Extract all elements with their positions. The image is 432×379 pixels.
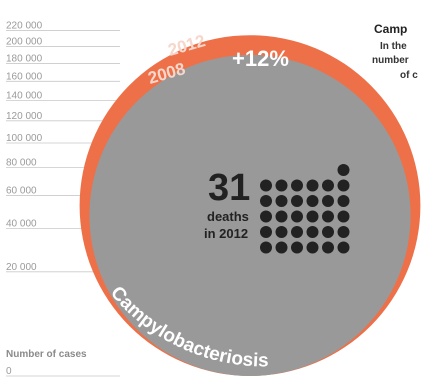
death-dot [275,195,288,207]
death-dot [291,226,303,238]
death-dot [291,210,303,223]
death-dot [291,241,303,254]
death-dot [260,226,272,238]
death-dot [337,226,350,238]
tick-label: 220 000 [6,20,43,31]
death-dot [306,210,319,223]
y-axis: 0 20 000 40 000 60 000 80 000 100 000 120 000 1… [6,20,120,377]
tick-label: 0 [6,366,12,377]
death-dot [306,195,319,207]
death-dot [322,226,334,238]
death-dot [337,195,350,207]
death-dot [337,164,350,176]
death-dot [337,179,350,192]
tick-label: 60 000 [6,186,37,197]
death-dot [322,195,334,207]
death-dot [306,241,319,254]
bubble-2008 [89,54,411,376]
tick-label: 160 000 [6,71,43,82]
death-dot [306,179,319,192]
change-percent-label: +12% [232,46,289,71]
description-line-2: number [372,55,409,66]
description-line-1: In the [380,41,407,52]
death-dot [337,210,350,223]
death-dot [260,210,272,223]
deaths-dot-grid [260,164,350,254]
death-dot [322,179,334,192]
deaths-number: 31 [208,167,250,209]
death-dot [291,195,303,207]
death-dot [275,179,288,192]
death-dot [260,241,272,254]
death-dot [260,179,272,192]
tick-label: 180 000 [6,53,43,64]
death-dot [275,210,288,223]
deaths-label-line2: in 2012 [204,226,248,241]
tick-label: 40 000 [6,219,37,230]
death-dot [322,210,334,223]
death-dot [306,226,319,238]
deaths-label-line1: deaths [207,209,249,224]
tick-label: 100 000 [6,133,43,144]
tick-label: 80 000 [6,158,37,169]
axis-title: Number of cases [6,349,87,360]
tick-label: 200 000 [6,37,43,48]
death-dot [337,241,350,254]
description-line-3: of c [400,70,418,81]
chart-title: Camp [374,22,407,36]
tick-label: 140 000 [6,90,43,101]
tick-label: 20 000 [6,262,37,273]
death-dot [291,179,303,192]
death-dot [275,226,288,238]
bubbles [79,35,421,376]
tick-label: 120 000 [6,111,43,122]
death-dot [322,241,334,254]
death-dot [275,241,288,254]
death-dot [260,195,272,207]
